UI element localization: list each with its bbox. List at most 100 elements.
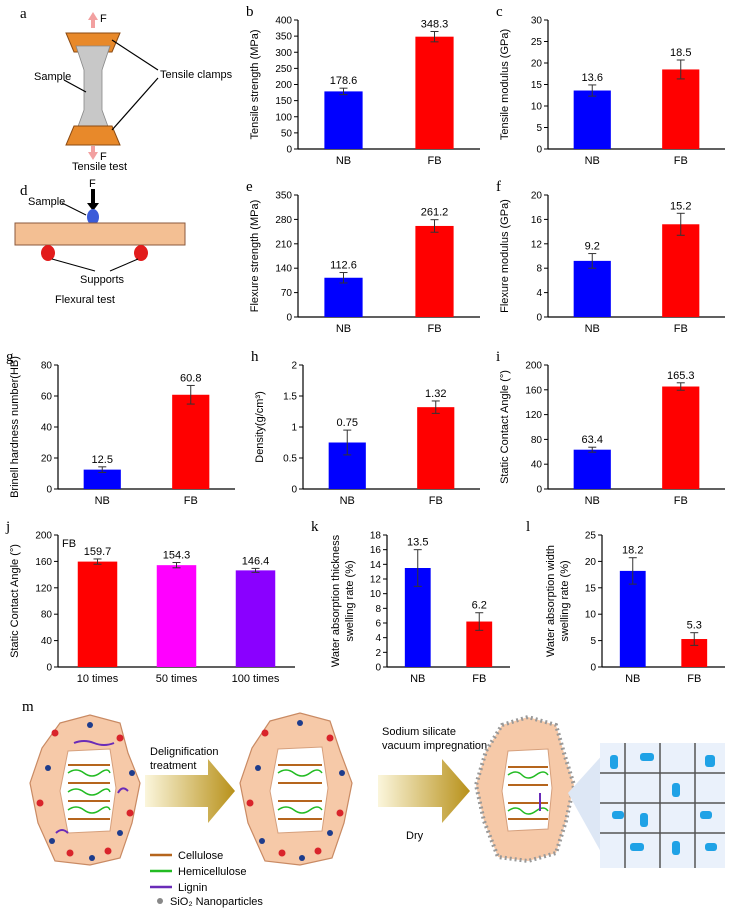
category-label: NB [585,323,600,335]
y-tick-label: 350 [275,191,292,202]
bar-FB [417,407,455,489]
category-label: NB [625,673,640,685]
wood-cell-delignified [239,712,353,866]
category-label: NB [340,495,355,507]
y-tick-label: 40 [41,423,53,434]
silicate-network [600,743,725,868]
y-tick-label: 20 [585,557,597,568]
y-tick-label: 160 [525,385,542,396]
cellulose-label: Cellulose [178,850,223,862]
y-tick-label: 12 [531,239,543,250]
y-tick-label: 20 [41,454,53,465]
category-label: NB [585,155,600,167]
zoom-wedge [568,751,606,861]
data-label: 6.2 [472,600,487,612]
nanoparticle-swatch-icon [157,898,163,904]
y-tick-label: 200 [525,361,542,372]
data-label: 146.4 [242,555,270,567]
supports-pointer [109,258,139,272]
panel-letter-g: g [6,349,14,365]
chart-j: j 0 40 80 120 160 200 Static Contact Angle (°) F… [5,519,295,685]
bar-FB [662,386,700,489]
load-point [87,209,99,225]
y-tick-label: 0 [590,663,596,674]
data-label: 18.2 [622,545,643,557]
step1-label-line2: treatment [150,760,196,772]
y-tick-label: 140 [275,264,292,275]
y-axis-title-line2: swelling rate (%) [559,560,571,641]
y-tick-label: 60 [41,392,53,403]
y-axis-title: Water absorption width [545,545,557,657]
chart-h: h 0 0.5 1 1.5 2 Density(g/cm³) 0.75 NB 1.32 FB [251,349,480,507]
category-label: NB [410,673,425,685]
y-tick-label: 300 [275,48,292,59]
y-tick-label: 20 [531,59,543,70]
category-label: NB [585,495,600,507]
category-label: FB [674,155,688,167]
y-tick-label: 200 [35,531,52,542]
y-tick-label: 5 [590,636,596,647]
category-label: FB [427,155,441,167]
clamps-label: Tensile clamps [160,69,233,81]
y-tick-label: 0 [375,663,381,674]
y-tick-label: 8 [375,604,381,615]
bar-NB [83,469,121,489]
data-label: 0.75 [337,417,358,429]
force-label-bottom: F [100,151,107,163]
support-right [134,245,148,261]
y-axis-title: Tensile strength (MPa) [249,29,261,139]
y-tick-label: 0.5 [283,454,297,465]
category-label: 50 times [156,673,198,685]
y-tick-label: 280 [275,215,292,226]
category-label: FB [674,495,688,507]
chart-k: k 0 2 4 6 8 10 12 14 16 18 Water absorption thickne… [311,519,510,685]
data-label: 18.5 [670,47,691,59]
data-label: 154.3 [163,550,191,562]
y-tick-label: 16 [531,215,543,226]
bar-NB [324,277,363,317]
panel-letter-a: a [20,6,27,22]
chart-e: e 0 70 140 210 280 350 Flexure strength (MPa) 11… [246,179,480,335]
step2-label-line1: Sodium silicate [382,726,456,738]
y-tick-label: 6 [375,619,381,630]
category-label: NB [95,495,110,507]
y-axis-title: Flexure strength (MPa) [249,200,261,312]
y-tick-label: 80 [41,361,53,372]
bar-10 times [77,561,118,667]
data-label: 1.32 [425,388,446,400]
data-label: 178.6 [330,75,358,87]
y-tick-label: 30 [531,16,543,27]
beam-sample [14,222,186,246]
bar-NB [619,570,646,667]
clamps-pointer [111,39,159,71]
y-tick-label: 400 [275,16,292,27]
y-tick-label: 10 [585,610,597,621]
y-tick-label: 12 [370,575,382,586]
supports-label: Supports [80,274,125,286]
y-axis-title: Water absorption thickness [330,534,342,667]
force-arrow-bottom-icon [88,146,98,160]
step2-label-line2: vacuum impregnation [382,740,487,752]
bar-FB [662,69,700,149]
chart-i: i 0 40 80 120 160 200 Static Contact Angle (°) 6… [496,349,725,507]
y-tick-label: 0 [291,485,297,496]
y-axis-title: Brinell hardness number(HB) [9,356,21,498]
y-tick-label: 0 [536,485,542,496]
bar-NB [324,91,363,149]
bar-FB [415,36,454,149]
panel-letter-c: c [496,4,503,20]
category-label: 10 times [77,673,119,685]
y-tick-label: 2 [291,361,297,372]
data-label: 112.6 [330,260,357,272]
chart-g: g 0 20 40 60 80 Brinell hardness number(HB) 12.… [6,349,235,507]
panel-letter-b: b [246,4,254,20]
category-label: NB [336,155,351,167]
flexural-caption: Flexural test [55,294,115,306]
y-tick-label: 250 [275,64,292,75]
y-tick-label: 0 [46,485,52,496]
inset-label: FB [62,538,76,550]
y-tick-label: 20 [531,191,543,202]
category-label: FB [472,673,486,685]
force-arrow-top-icon [88,12,98,28]
y-tick-label: 350 [275,32,292,43]
